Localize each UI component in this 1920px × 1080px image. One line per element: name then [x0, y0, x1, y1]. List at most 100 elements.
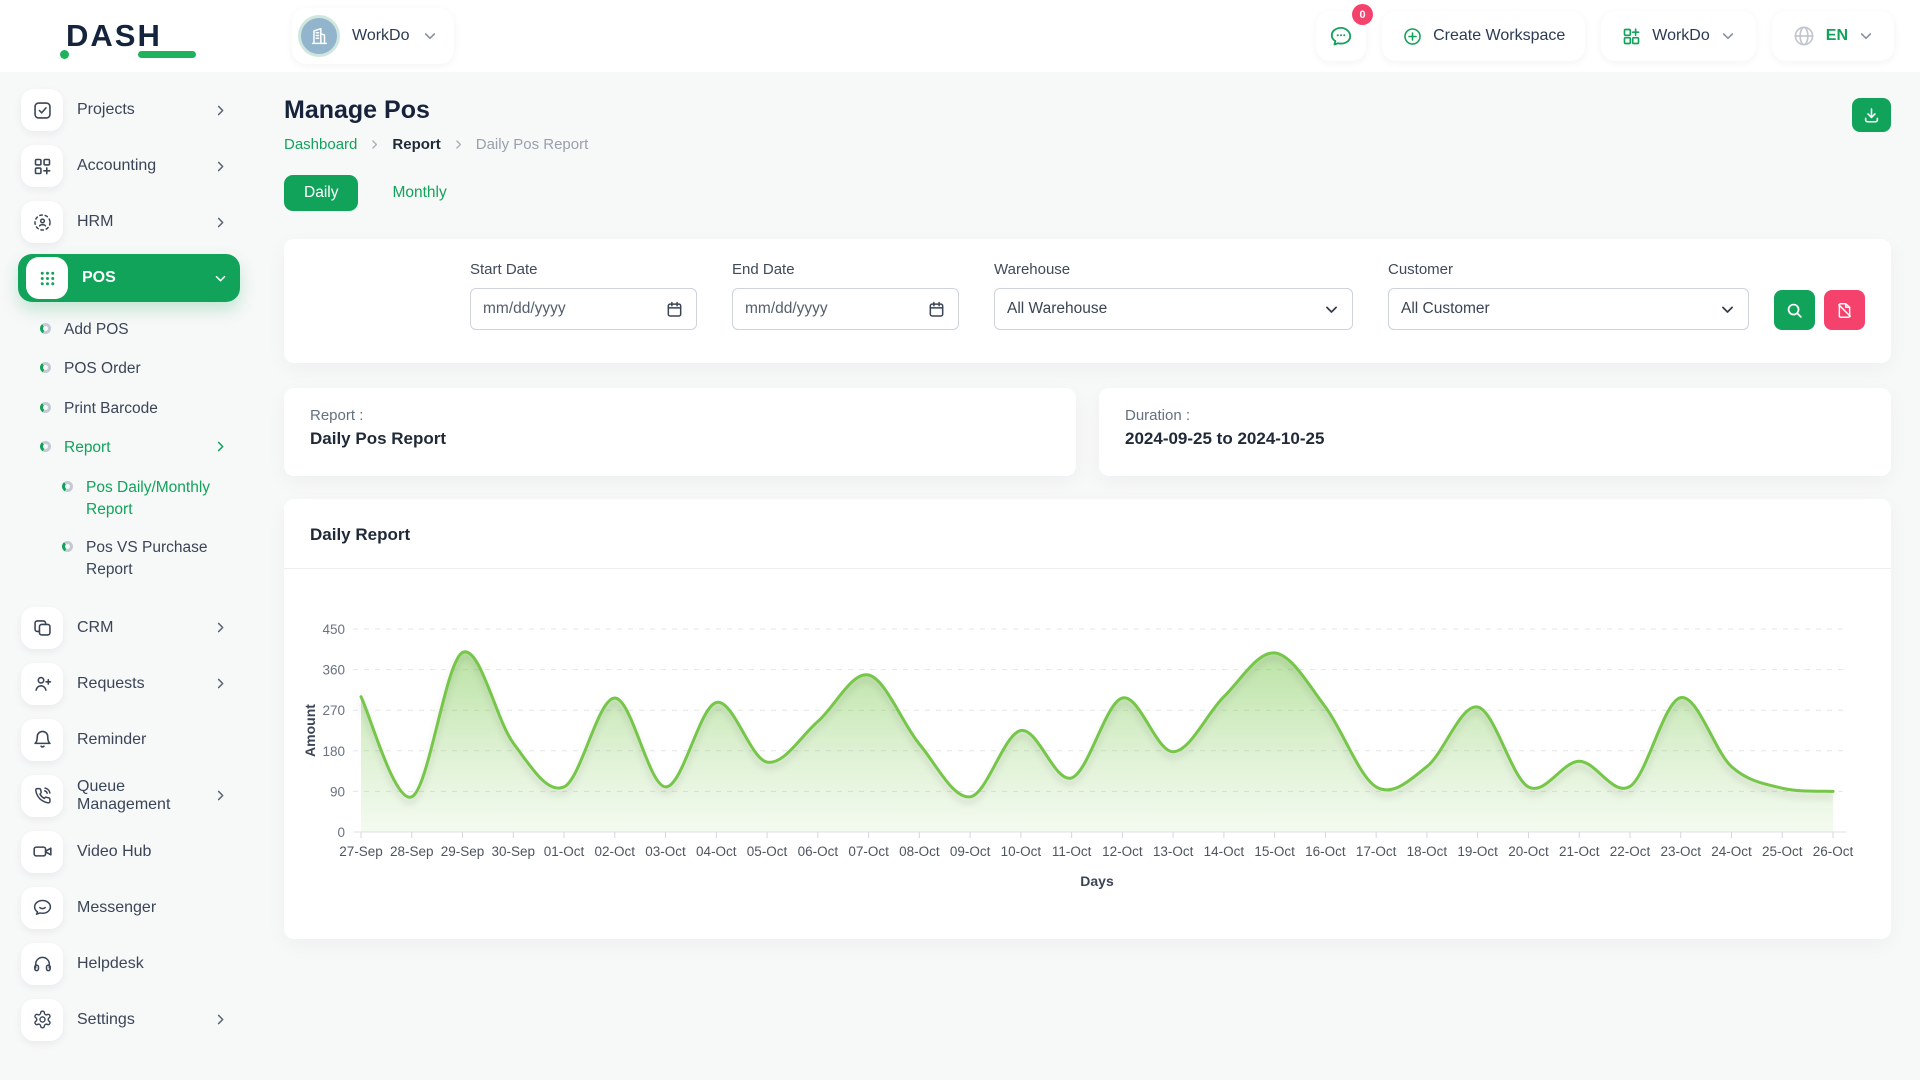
- divider: [284, 568, 1891, 569]
- warehouse-select[interactable]: All Warehouse: [994, 288, 1353, 330]
- start-date-input[interactable]: [470, 288, 697, 330]
- svg-text:25-Oct: 25-Oct: [1762, 844, 1803, 859]
- end-date-field[interactable]: [745, 300, 927, 318]
- accounting-icon: [21, 145, 63, 187]
- download-button[interactable]: [1852, 98, 1891, 132]
- bullet-icon: [62, 540, 73, 552]
- sidebar-item-pos[interactable]: POS: [18, 254, 240, 302]
- bullet-icon: [40, 362, 51, 374]
- end-date-filter: End Date: [732, 261, 959, 330]
- sidebar-item-hrm[interactable]: HRM: [18, 198, 240, 246]
- svg-text:18-Oct: 18-Oct: [1407, 844, 1448, 859]
- svg-text:08-Oct: 08-Oct: [899, 844, 940, 859]
- chart-title: Daily Report: [310, 525, 411, 544]
- download-icon: [1864, 107, 1879, 123]
- bullet-icon: [62, 480, 73, 492]
- sidebar-item-settings[interactable]: Settings: [18, 996, 240, 1044]
- sidebar-item-requests[interactable]: Requests: [18, 660, 240, 708]
- svg-text:02-Oct: 02-Oct: [595, 844, 636, 859]
- topbar-actions: 0 Create Workspace WorkDo EN: [1316, 4, 1894, 61]
- svg-text:13-Oct: 13-Oct: [1153, 844, 1194, 859]
- search-button[interactable]: [1774, 290, 1815, 330]
- start-date-field[interactable]: [483, 300, 665, 318]
- language-selector[interactable]: EN: [1771, 11, 1894, 61]
- bullet-icon: [40, 401, 51, 413]
- svg-text:06-Oct: 06-Oct: [798, 844, 839, 859]
- crm-icon: [21, 606, 63, 649]
- svg-text:11-Oct: 11-Oct: [1052, 844, 1092, 859]
- svg-text:17-Oct: 17-Oct: [1356, 844, 1397, 859]
- sidebar-item-video-hub[interactable]: Video Hub: [18, 828, 240, 876]
- create-workspace-button[interactable]: Create Workspace: [1382, 11, 1586, 61]
- svg-text:14-Oct: 14-Oct: [1204, 844, 1245, 859]
- sidebar: Projects Accounting HRM POS Add POS: [0, 72, 258, 1080]
- messenger-icon: [21, 886, 63, 929]
- customer-select[interactable]: All Customer: [1388, 288, 1749, 330]
- filter-card: Start Date End Date Warehouse All Wareho…: [284, 239, 1891, 363]
- language-code: EN: [1825, 27, 1848, 44]
- sidebar-item-label: POS Order: [64, 360, 141, 378]
- sidebar-item-queue-management[interactable]: Queue Management: [18, 772, 240, 820]
- report-summary-card: Report : Daily Pos Report: [284, 388, 1076, 476]
- reset-button[interactable]: [1824, 290, 1865, 330]
- sidebar-item-helpdesk[interactable]: Helpdesk: [18, 940, 240, 988]
- workdo-menu-button[interactable]: WorkDo: [1601, 11, 1756, 61]
- breadcrumb: Dashboard Report Daily Pos Report: [284, 136, 588, 153]
- svg-text:27-Sep: 27-Sep: [339, 844, 383, 859]
- sidebar-item-messenger[interactable]: Messenger: [18, 884, 240, 932]
- sidebar-item-projects[interactable]: Projects: [18, 86, 240, 134]
- report-period-tabs: Daily Monthly: [284, 175, 1891, 211]
- svg-text:28-Sep: 28-Sep: [390, 844, 434, 859]
- logo-accent-dot: [60, 50, 69, 59]
- chevron-right-icon: [213, 103, 228, 118]
- breadcrumb-report[interactable]: Report: [392, 136, 441, 153]
- sidebar-item-label: Report: [64, 439, 111, 457]
- filter-fields: Start Date End Date Warehouse All Wareho…: [470, 261, 1749, 330]
- sidebar-item-accounting[interactable]: Accounting: [18, 142, 240, 190]
- chevron-down-icon: [424, 33, 435, 40]
- sidebar-item-label: Print Barcode: [64, 399, 158, 417]
- sidebar-item-pos-order[interactable]: POS Order: [18, 358, 240, 380]
- customer-label: Customer: [1388, 261, 1454, 278]
- warehouse-filter: Warehouse All Warehouse: [994, 261, 1353, 330]
- svg-text:26-Oct: 26-Oct: [1813, 844, 1854, 859]
- create-workspace-label: Create Workspace: [1433, 27, 1566, 44]
- search-icon: [1787, 303, 1802, 318]
- sidebar-item-pos-daily-monthly-report[interactable]: Pos Daily/Monthly Report: [18, 477, 240, 522]
- sidebar-item-print-barcode[interactable]: Print Barcode: [18, 398, 240, 420]
- workspace-switcher[interactable]: WorkDo: [292, 8, 454, 64]
- grid-plus-icon: [1621, 26, 1642, 47]
- warehouse-selected-value: All Warehouse: [1007, 300, 1108, 317]
- duration-summary-card: Duration : 2024-09-25 to 2024-10-25: [1099, 388, 1891, 476]
- chevron-right-icon: [213, 788, 228, 803]
- hrm-icon: [21, 201, 63, 243]
- requests-icon: [21, 662, 63, 705]
- main-content: Manage Pos Dashboard Report Daily Pos Repo…: [258, 72, 1920, 1080]
- queue-icon: [21, 774, 63, 817]
- chevron-right-icon: [213, 439, 228, 454]
- tab-daily[interactable]: Daily: [284, 175, 359, 211]
- breadcrumb-dashboard[interactable]: Dashboard: [284, 136, 358, 153]
- messages-button[interactable]: 0: [1316, 4, 1374, 61]
- helpdesk-icon: [21, 942, 63, 985]
- chevron-right-icon: [213, 620, 228, 635]
- chevron-down-icon: [1719, 301, 1736, 318]
- sidebar-item-label: Messenger: [77, 898, 157, 916]
- sidebar-item-report[interactable]: Report: [18, 437, 240, 459]
- svg-text:04-Oct: 04-Oct: [696, 844, 737, 859]
- sidebar-item-crm[interactable]: CRM: [18, 604, 240, 652]
- end-date-input[interactable]: [732, 288, 959, 330]
- svg-text:24-Oct: 24-Oct: [1711, 844, 1752, 859]
- svg-text:450: 450: [322, 622, 345, 637]
- start-date-filter: Start Date: [470, 261, 697, 330]
- chevron-right-icon: [213, 159, 228, 174]
- sidebar-item-pos-vs-purchase-report[interactable]: Pos VS Purchase Report: [18, 537, 240, 582]
- sidebar-item-add-pos[interactable]: Add POS: [18, 319, 240, 341]
- calendar-icon[interactable]: [665, 300, 684, 319]
- calendar-icon[interactable]: [927, 300, 946, 319]
- tab-monthly[interactable]: Monthly: [372, 175, 466, 211]
- brand-logo[interactable]: DASH: [0, 18, 258, 59]
- sidebar-item-reminder[interactable]: Reminder: [18, 716, 240, 764]
- svg-text:03-Oct: 03-Oct: [645, 844, 686, 859]
